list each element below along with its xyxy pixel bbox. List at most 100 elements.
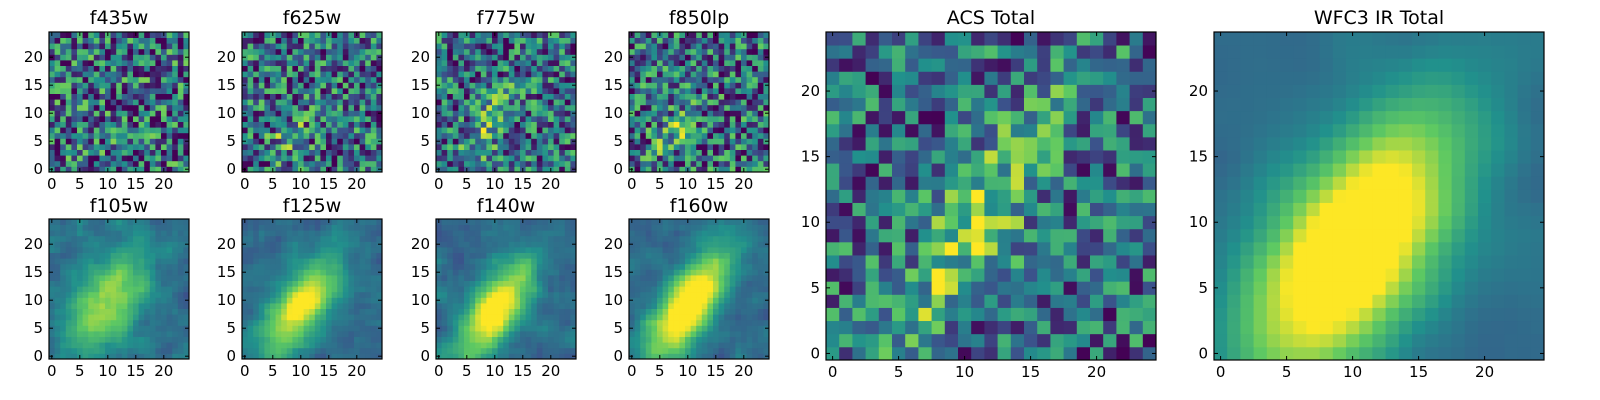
heatmap-cell: [452, 325, 459, 332]
heatmap-cell: [281, 297, 288, 304]
heatmap-cell: [172, 121, 179, 128]
heatmap-cell: [82, 263, 89, 270]
heatmap-cell: [49, 104, 55, 111]
heatmap-cell: [166, 342, 173, 349]
heatmap-cell: [520, 160, 526, 167]
heatmap-cell: [679, 43, 686, 50]
heatmap-cell: [155, 149, 162, 156]
heatmap-cell: [365, 121, 372, 128]
heatmap-cell: [634, 297, 641, 304]
heatmap-cell: [651, 54, 658, 61]
heatmap-cell: [707, 353, 714, 360]
heatmap-cell: [292, 303, 299, 309]
heatmap-cell: [99, 263, 106, 270]
heatmap-cell: [82, 219, 89, 225]
heatmap-cell: [548, 37, 554, 44]
heatmap-cell: [99, 93, 106, 100]
heatmap-cell: [458, 82, 465, 89]
heatmap-cell: [707, 303, 714, 309]
heatmap-cell: [536, 314, 543, 321]
heatmap-cell: [348, 32, 355, 38]
heatmap-cell: [65, 325, 72, 332]
heatmap-cell: [331, 127, 338, 134]
heatmap-cell: [696, 48, 703, 55]
heatmap-cell: [718, 43, 725, 50]
heatmap-cell: [668, 331, 675, 337]
heatmap-cell: [497, 88, 504, 94]
heatmap-cell: [320, 132, 327, 139]
heatmap-cell: [337, 155, 344, 162]
heatmap-cell: [258, 144, 265, 150]
heatmap-cell: [121, 71, 128, 78]
heatmap-cell: [729, 116, 736, 122]
heatmap-cell: [161, 93, 167, 100]
heatmap-cell: [331, 347, 338, 354]
heatmap-cell: [570, 219, 577, 225]
heatmap-cell: [559, 291, 566, 298]
heatmap-cell: [559, 127, 566, 134]
heatmap-cell: [570, 132, 577, 139]
heatmap-cell: [508, 336, 515, 343]
heatmap-cell: [247, 149, 254, 156]
heatmap-cell: [735, 331, 742, 337]
heatmap-cell: [370, 336, 377, 343]
heatmap-cell: [292, 347, 299, 354]
heatmap-cell: [564, 297, 571, 304]
heatmap-cell: [270, 155, 276, 162]
heatmap-cell: [503, 291, 510, 298]
heatmap-cell: [696, 104, 703, 111]
heatmap-cell: [536, 155, 543, 162]
heatmap-cell: [93, 144, 100, 150]
heatmap-cell: [531, 314, 538, 321]
heatmap-cell: [542, 76, 549, 83]
heatmap-cell: [348, 54, 355, 61]
heatmap-cell: [326, 252, 332, 259]
heatmap-cell: [520, 297, 526, 304]
heatmap-cell: [559, 88, 566, 94]
heatmap-cell: [155, 331, 162, 337]
heatmap-cell: [724, 303, 731, 309]
heatmap-cell: [492, 116, 498, 122]
heatmap-cell: [629, 76, 635, 83]
heatmap-cell: [436, 258, 442, 265]
heatmap-cell: [138, 280, 145, 287]
heatmap-cell: [757, 43, 764, 50]
heatmap-cell: [741, 297, 747, 304]
heatmap-cell: [149, 241, 156, 248]
heatmap-cell: [520, 269, 526, 276]
heatmap-cell: [746, 32, 753, 38]
heatmap-cell: [486, 235, 493, 242]
heatmap-cell: [441, 99, 448, 106]
heatmap-cell: [286, 347, 293, 354]
heatmap-cell: [49, 76, 55, 83]
heatmap-cell: [486, 93, 493, 100]
heatmap-cell: [497, 347, 504, 354]
heatmap-cell: [718, 286, 725, 293]
heatmap-cell: [701, 43, 708, 50]
heatmap-cell: [342, 155, 349, 162]
heatmap-cell: [264, 269, 271, 276]
heatmap-cell: [679, 65, 686, 72]
heatmap-cell: [707, 82, 714, 89]
heatmap-cell: [508, 160, 515, 167]
heatmap-cell: [337, 235, 344, 242]
heatmap-cell: [264, 65, 271, 72]
heatmap-cell: [149, 99, 156, 106]
heatmap-cell: [763, 331, 770, 337]
heatmap-cell: [354, 319, 360, 326]
heatmap-cell: [82, 230, 89, 237]
heatmap-cell: [548, 347, 554, 354]
heatmap-cell: [149, 160, 156, 167]
heatmap-cell: [662, 60, 669, 66]
heatmap-cell: [242, 93, 248, 100]
heatmap-cell: [177, 308, 184, 315]
heatmap-cell: [718, 104, 725, 111]
heatmap-cell: [690, 138, 697, 145]
heatmap-cell: [570, 121, 577, 128]
heatmap-cell: [71, 347, 78, 354]
heatmap-cell: [668, 71, 675, 78]
heatmap-cell: [668, 65, 675, 72]
heatmap-cell: [82, 224, 89, 231]
heatmap-cell: [183, 48, 190, 55]
heatmap-cell: [729, 82, 736, 89]
